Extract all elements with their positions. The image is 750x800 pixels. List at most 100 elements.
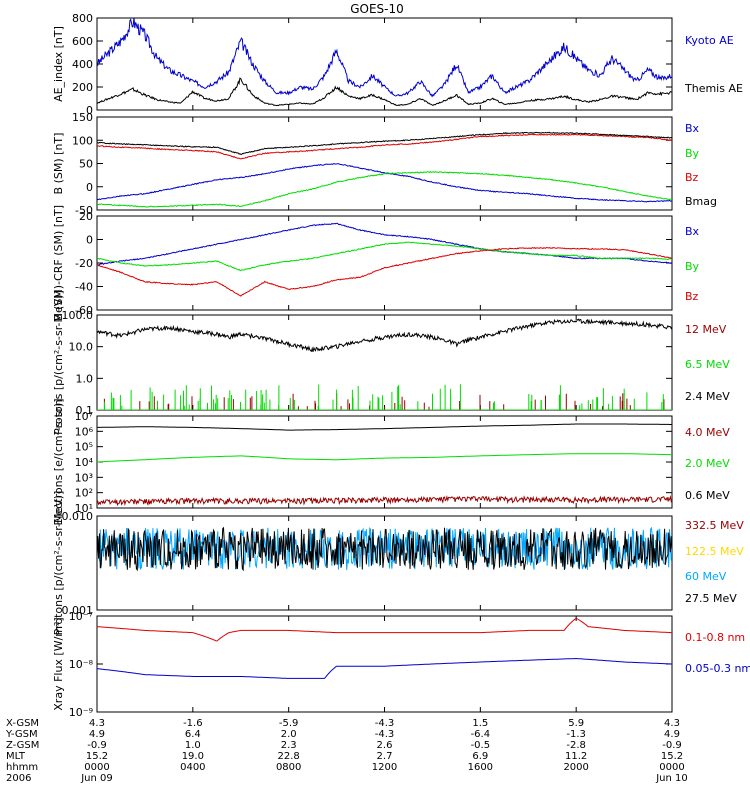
x-table-cell: 1600	[468, 762, 493, 773]
x-table-cell: 15.2	[661, 751, 683, 762]
x-table-cell: 6.4	[185, 729, 201, 740]
x-table-cell: -1.3	[566, 729, 586, 740]
legend-label: 6.5 MeV	[685, 358, 730, 371]
series-line	[97, 222, 672, 266]
legend-label: Bz	[685, 171, 699, 184]
y-tick-label: 0	[86, 234, 93, 247]
x-table-cell: -1.6	[183, 718, 203, 729]
y-tick-label: 10²	[75, 487, 93, 500]
legend-label: 332.5 MeV	[685, 519, 744, 532]
legend-label: Bx	[685, 122, 700, 135]
series-spikes	[104, 384, 664, 410]
x-table-cell: -4.3	[375, 729, 395, 740]
panel-5: 10¹ 10² 10³ 10⁴ 10⁵ 10⁶ 10⁷ Electrons [e/(cm²-s…	[52, 398, 730, 525]
y-tick-label: 10⁻⁸	[69, 658, 94, 671]
series-line	[97, 18, 672, 98]
y-tick-label: 800	[72, 12, 93, 25]
y-tick-label: 200	[72, 81, 93, 94]
y-tick-label: 10⁴	[75, 456, 94, 469]
x-table-cell: 4.9	[664, 729, 680, 740]
legend-label: Themis AE	[684, 82, 743, 95]
y-tick-label: 400	[72, 58, 93, 71]
y-tick-label: 20	[79, 210, 93, 223]
legend-label: 0.6 MeV	[685, 489, 730, 502]
panel-frame	[96, 116, 673, 211]
y-tick-label: 50	[79, 158, 93, 171]
series-line	[97, 423, 672, 431]
legend-label: 0.1-0.8 nm	[685, 631, 745, 644]
x-table-cell: 2.0	[281, 729, 297, 740]
y-tick-label: 10⁻⁹	[69, 706, 93, 719]
x-table-cell: 4.9	[89, 729, 105, 740]
series-line	[97, 526, 672, 572]
series-line	[97, 657, 672, 679]
plot-area	[97, 222, 672, 297]
y-tick-label: 0.001	[62, 604, 94, 617]
x-table-cell: 2.3	[281, 740, 297, 751]
x-table-cell: -2.8	[566, 740, 586, 751]
y-tick-label: 0	[86, 181, 93, 194]
y-tick-label: 10⁶	[75, 425, 94, 438]
y-tick-label: 0.010	[62, 510, 94, 523]
x-table-cell: 0800	[276, 762, 301, 773]
y-tick-label: 10¹	[75, 502, 93, 515]
y-tick-label: 600	[72, 35, 93, 48]
y-tick-label: 10³	[75, 471, 93, 484]
y-tick-label: 10⁻⁷	[69, 610, 93, 623]
x-row-label: MLT	[6, 751, 26, 762]
x-table-cell: 2.6	[377, 740, 393, 751]
panel-frame	[96, 415, 673, 509]
x-row-label: Z-GSM	[6, 740, 39, 751]
x-table-cell: 0400	[180, 762, 205, 773]
x-table-cell: -0.9	[662, 740, 682, 751]
x-table-cell: 6.9	[472, 751, 488, 762]
panel-frame	[96, 17, 673, 111]
y-axis-label: AE_index [nT]	[52, 26, 65, 102]
legend-label: Bx	[685, 225, 700, 238]
x-table-cell: -0.9	[87, 740, 107, 751]
x-row-label: X-GSM	[6, 718, 39, 729]
series-line	[97, 241, 672, 272]
y-axis-label: Protons [p/(cm²-s-sr-MeV)]	[52, 491, 65, 636]
x-row-label: 2006	[6, 773, 31, 784]
x-table-cell: 4.3	[664, 718, 680, 729]
series-line	[97, 617, 672, 642]
x-table-cell: 0000	[84, 762, 109, 773]
plot-area	[97, 526, 672, 572]
y-axis-label: Protons [p/(cm²-s-sr-MeV)]	[52, 290, 65, 435]
panel-frame	[96, 615, 673, 713]
x-table-cell: Jun 10	[655, 773, 688, 784]
panel-2: -50 0 50 100 150 B (SM) [nT] Bx By Bz Bmag	[52, 111, 717, 217]
legend-label: By	[685, 260, 700, 273]
x-table-cell: 4.3	[89, 718, 105, 729]
series-line	[97, 318, 672, 353]
y-axis-label: Electrons [e/(cm²-s-sr)]	[52, 398, 65, 525]
y-tick-label: 1.0	[76, 372, 94, 385]
series-line	[97, 163, 672, 203]
series-line	[97, 133, 672, 160]
y-tick-label: 0.1	[76, 404, 94, 417]
legend-label: 2.4 MeV	[685, 390, 730, 403]
legend-label: Kyoto AE	[685, 34, 734, 47]
legend-label: 2.0 MeV	[685, 457, 730, 470]
x-table-cell: -4.3	[375, 718, 395, 729]
x-table-cell: 1200	[372, 762, 397, 773]
plot-area	[97, 131, 672, 208]
y-tick-label: 10.0	[69, 341, 94, 354]
x-table-cell: -5.9	[279, 718, 299, 729]
y-axis-label: B (SM) [nT]	[52, 133, 65, 195]
panel-frame	[96, 215, 673, 311]
legend-label: By	[685, 147, 700, 160]
y-axis-label: B (SM)-CRF (SM) [nT]	[52, 205, 65, 321]
y-tick-label: -50	[75, 204, 93, 217]
legend-label: Bmag	[685, 195, 717, 208]
x-table-cell: 15.2	[86, 751, 108, 762]
plot-area	[97, 318, 672, 410]
y-tick-label: 0	[86, 104, 93, 117]
legend-label: Bz	[685, 290, 699, 303]
y-tick-label: 150	[72, 111, 93, 124]
x-table-cell: 11.2	[565, 751, 587, 762]
